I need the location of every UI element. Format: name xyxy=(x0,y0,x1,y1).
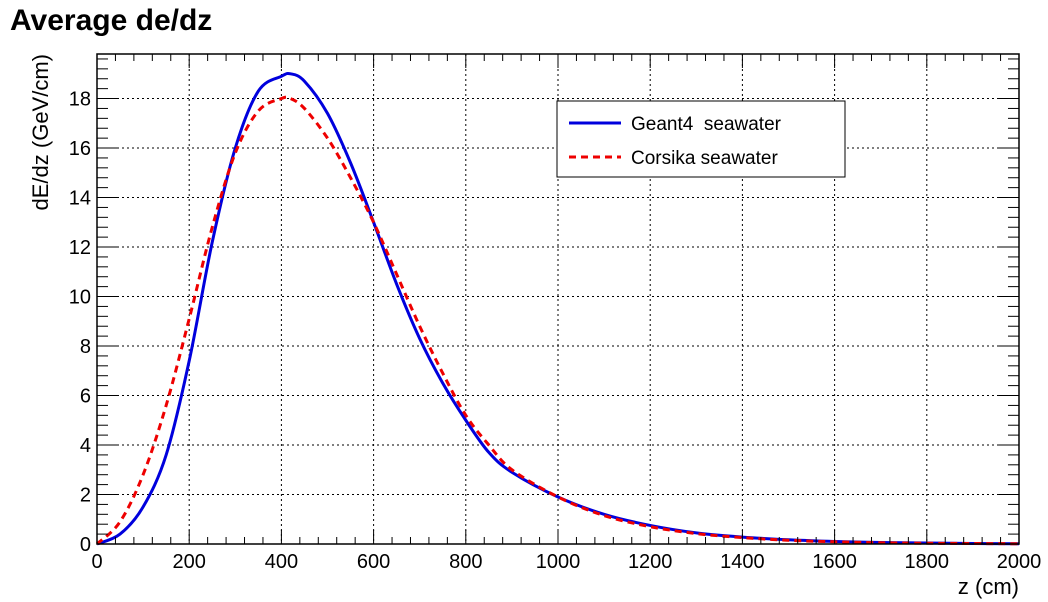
x-tick-label: 0 xyxy=(91,551,102,573)
chart-title: Average de/dz xyxy=(10,4,213,37)
legend-label-corsika: Corsika seawater xyxy=(631,148,778,169)
legend-label-geant4: Geant4 seawater xyxy=(631,114,782,135)
x-tick-label: 200 xyxy=(173,551,206,573)
x-axis-title: z (cm) xyxy=(958,574,1019,599)
y-axis-title: dE/dz (GeV/cm) xyxy=(28,54,53,210)
x-tick-label: 2000 xyxy=(997,551,1042,573)
x-tick-label: 600 xyxy=(357,551,390,573)
y-tick-label: 8 xyxy=(80,336,91,358)
x-tick-label: 1800 xyxy=(905,551,950,573)
y-tick-label: 4 xyxy=(80,435,91,457)
x-tick-label: 1200 xyxy=(628,551,673,573)
y-tick-label: 2 xyxy=(80,485,91,507)
x-tick-label: 1400 xyxy=(720,551,765,573)
y-tick-label: 16 xyxy=(69,138,91,160)
series-line-corsika xyxy=(95,95,1020,546)
x-tick-label: 400 xyxy=(265,551,298,573)
axis-ticks: 0 200 400 600 800 1000 1200 1400 1600 1800 2000 0 2 4… xyxy=(69,54,1042,573)
y-tick-label: 6 xyxy=(80,386,91,408)
y-tick-label: 10 xyxy=(69,287,91,309)
x-tick-label: 800 xyxy=(449,551,482,573)
x-tick-label: 1000 xyxy=(536,551,581,573)
legend: Geant4 seawater Corsika seawater xyxy=(556,100,846,178)
y-tick-label: 0 xyxy=(80,534,91,556)
series-group xyxy=(95,71,1020,546)
x-tick-label: 1600 xyxy=(812,551,857,573)
y-tick-label: 14 xyxy=(69,188,91,210)
y-tick-label: 18 xyxy=(69,89,91,111)
y-tick-label: 12 xyxy=(69,237,91,259)
legend-box xyxy=(556,100,846,178)
